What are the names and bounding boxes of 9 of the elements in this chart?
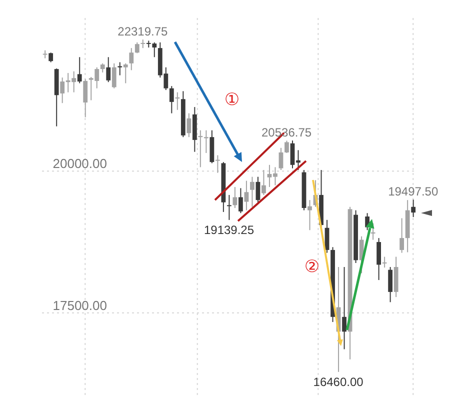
annotation: 19139.25 <box>204 222 254 237</box>
annotation: 20536.75 <box>262 126 312 140</box>
annotation: ① <box>224 90 240 109</box>
annotation: 22319.75 <box>118 24 168 39</box>
y-tick-label: 20000.00 <box>52 156 107 172</box>
annotation: ② <box>304 257 320 276</box>
annotation: 16460.00 <box>313 374 364 389</box>
annotation: 19497.50 <box>388 184 438 199</box>
y-tick-label: 17500.00 <box>52 298 107 313</box>
